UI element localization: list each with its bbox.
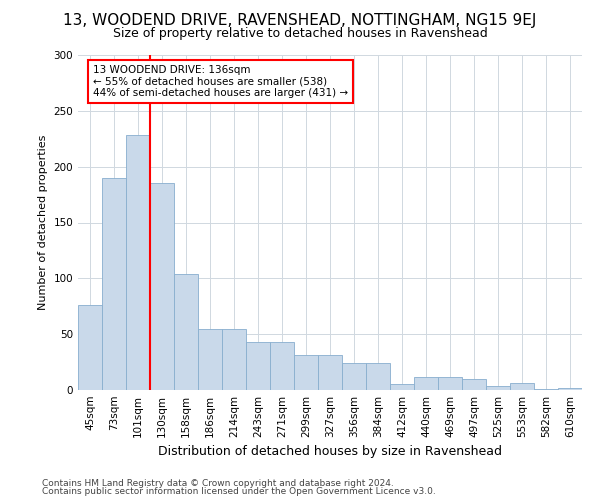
Bar bbox=[150, 184, 174, 390]
Bar bbox=[126, 136, 150, 390]
Y-axis label: Number of detached properties: Number of detached properties bbox=[38, 135, 48, 310]
Bar bbox=[558, 388, 582, 390]
X-axis label: Distribution of detached houses by size in Ravenshead: Distribution of detached houses by size … bbox=[158, 446, 502, 458]
Text: Contains HM Land Registry data © Crown copyright and database right 2024.: Contains HM Land Registry data © Crown c… bbox=[42, 478, 394, 488]
Bar bbox=[318, 356, 342, 390]
Bar bbox=[438, 376, 462, 390]
Bar bbox=[390, 384, 414, 390]
Bar bbox=[174, 274, 198, 390]
Bar bbox=[342, 363, 366, 390]
Bar bbox=[78, 305, 102, 390]
Bar bbox=[534, 389, 558, 390]
Bar bbox=[294, 356, 318, 390]
Bar bbox=[198, 328, 222, 390]
Bar bbox=[270, 342, 294, 390]
Bar bbox=[486, 386, 510, 390]
Text: Size of property relative to detached houses in Ravenshead: Size of property relative to detached ho… bbox=[113, 28, 487, 40]
Bar bbox=[246, 342, 270, 390]
Bar bbox=[462, 379, 486, 390]
Text: 13 WOODEND DRIVE: 136sqm
← 55% of detached houses are smaller (538)
44% of semi-: 13 WOODEND DRIVE: 136sqm ← 55% of detach… bbox=[93, 65, 348, 98]
Bar bbox=[510, 384, 534, 390]
Bar bbox=[222, 328, 246, 390]
Bar bbox=[102, 178, 126, 390]
Text: Contains public sector information licensed under the Open Government Licence v3: Contains public sector information licen… bbox=[42, 487, 436, 496]
Bar bbox=[414, 376, 438, 390]
Bar bbox=[366, 363, 390, 390]
Text: 13, WOODEND DRIVE, RAVENSHEAD, NOTTINGHAM, NG15 9EJ: 13, WOODEND DRIVE, RAVENSHEAD, NOTTINGHA… bbox=[64, 12, 536, 28]
